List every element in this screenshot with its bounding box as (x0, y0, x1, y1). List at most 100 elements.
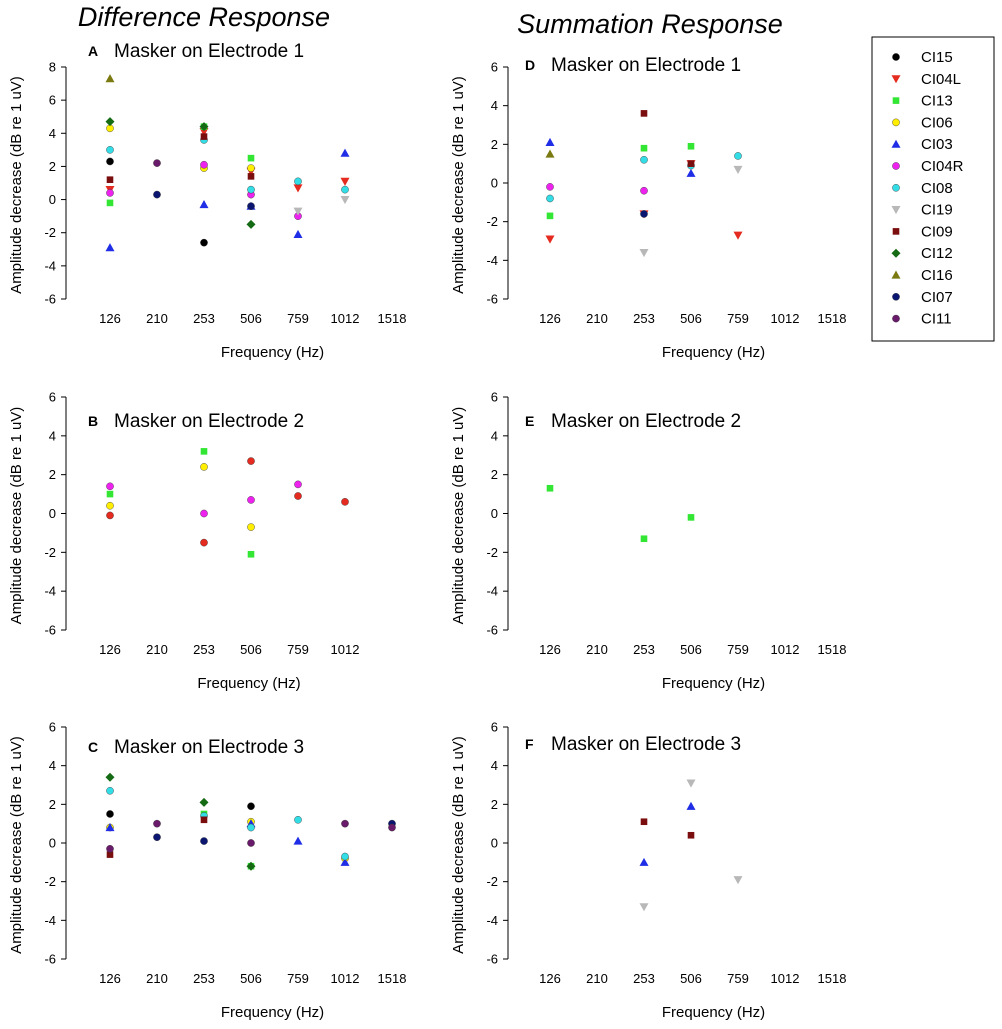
legend-item-ci12: CI12 (891, 245, 953, 262)
point-ci03-126 (545, 137, 555, 146)
legend-box (871, 36, 995, 342)
x-tick-label: 759 (727, 971, 749, 986)
y-tick-label: 6 (491, 720, 498, 735)
x-tick-label: 253 (193, 971, 215, 986)
y-tick-label: 2 (49, 467, 56, 482)
x-tick-label: 1518 (818, 971, 847, 986)
point-ci09-506 (687, 160, 695, 167)
point-ci09-126 (106, 176, 114, 183)
y-tick-label: 0 (491, 506, 498, 521)
x-tick-label: 126 (99, 971, 121, 986)
legend-item-ci04l: CI04L (891, 71, 961, 88)
panel-title: Masker on Electrode 3 (551, 734, 741, 755)
point-ci03-1012 (340, 148, 350, 157)
legend-item-ci09: CI09 (892, 223, 953, 240)
legend-item-ci03: CI03 (891, 136, 953, 153)
legend-item-ci16: CI16 (891, 267, 953, 284)
legend-marker (892, 162, 900, 170)
panel-title: Masker on Electrode 1 (114, 41, 304, 62)
panel-b: -6 -4 -2 0 2 4 6 126 210 253 506 759 1012 Frequency (… (8, 390, 359, 693)
x-tick-label: 759 (287, 311, 309, 326)
legend-label: CI08 (921, 180, 953, 197)
point-ci03-506 (686, 168, 696, 177)
point-ci13-126 (106, 199, 114, 207)
y-tick-label: 6 (49, 720, 56, 735)
y-tick-label: -4 (44, 258, 56, 273)
point-ci19-759 (733, 876, 743, 885)
point-ci04l-506 (247, 457, 255, 465)
point-ci04r-506 (247, 496, 255, 504)
y-tick-label: 0 (49, 192, 56, 207)
y-tick-label: 4 (491, 428, 498, 443)
point-ci12-126 (105, 772, 115, 782)
legend-item-ci04r: CI04R (892, 158, 964, 175)
legend-label: CI04R (921, 158, 964, 175)
x-tick-label: 759 (727, 311, 749, 326)
legend-marker (891, 206, 901, 215)
x-tick-label: 126 (99, 311, 121, 326)
point-ci08-1012 (341, 185, 349, 194)
y-tick-label: -4 (486, 913, 498, 928)
y-tick-label: -4 (486, 253, 498, 268)
point-ci12-506 (246, 861, 256, 871)
x-tick-label: 210 (586, 642, 608, 657)
y-axis-label: Amplitude decrease (dB re 1 uV) (450, 736, 467, 954)
y-tick-label: 0 (49, 506, 56, 521)
x-tick-label: 1518 (818, 311, 847, 326)
legend-label: CI09 (921, 223, 953, 240)
panel-f: -6 -4 -2 0 2 4 6 126 210 253 506 759 1012 1518 Frequen… (450, 720, 846, 1022)
y-axis-label: Amplitude decrease (dB re 1 uV) (450, 76, 467, 294)
x-tick-label: 1518 (818, 642, 847, 657)
y-tick-label: 2 (491, 137, 498, 152)
y-tick-label: 6 (49, 93, 56, 108)
point-ci03-253 (639, 857, 649, 866)
y-tick-label: -2 (44, 545, 56, 560)
y-tick-label: 2 (49, 797, 56, 812)
point-ci03-253 (199, 200, 209, 209)
point-ci06-253 (200, 463, 208, 471)
legend-label: CI13 (921, 93, 953, 110)
legend-marker (892, 292, 900, 301)
x-tick-label: 210 (146, 642, 168, 657)
x-tick-label: 253 (633, 971, 655, 986)
point-ci11-126 (106, 845, 114, 853)
legend-marker (891, 139, 901, 148)
point-ci08-759 (294, 816, 302, 824)
x-tick-label: 506 (240, 971, 262, 986)
point-ci04r-253 (640, 186, 648, 195)
point-ci19-759 (733, 165, 743, 174)
legend-label: CI15 (921, 49, 953, 66)
point-ci04l-126 (106, 511, 114, 520)
legend: CI15 CI04L CI13 CI06 CI03 CI04R CI08 CI19 CI09 CI… (871, 36, 995, 342)
point-ci13-506 (247, 550, 255, 558)
point-ci11-210 (153, 819, 161, 828)
point-ci03-1012 (340, 857, 350, 866)
point-ci15-126 (106, 810, 114, 818)
point-ci03-759 (293, 229, 303, 238)
point-ci16-126 (545, 149, 555, 158)
point-ci08-126 (106, 146, 114, 154)
x-tick-label: 210 (586, 971, 608, 986)
legend-label: CI12 (921, 245, 953, 262)
point-ci04l-253 (199, 128, 209, 137)
chart-panels: -6 -4 -2 0 2 4 6 8 126 210 253 506 759 1012 1518 Freque… (8, 41, 846, 1021)
legend-item-ci11: CI11 (892, 311, 952, 328)
legend-marker (891, 75, 901, 84)
x-tick-label: 1012 (771, 642, 800, 657)
y-tick-label: 0 (491, 176, 498, 191)
y-tick-label: 6 (491, 60, 498, 75)
point-ci13-126 (546, 484, 554, 492)
point-ci19-759 (293, 207, 303, 216)
x-tick-label: 506 (240, 642, 262, 657)
point-ci03-506 (686, 801, 696, 810)
x-tick-label: 759 (727, 642, 749, 657)
y-axis-label: Amplitude decrease (dB re 1 uV) (8, 76, 25, 294)
point-ci11-210 (153, 159, 161, 167)
point-ci19-253 (639, 249, 649, 258)
x-axis-label: Frequency (Hz) (662, 344, 765, 361)
panel-letter: B (88, 413, 98, 429)
x-tick-label: 506 (680, 311, 702, 326)
y-axis-label: Amplitude decrease (dB re 1 uV) (450, 407, 467, 625)
point-ci06-506 (247, 523, 255, 531)
point-ci04r-126 (106, 189, 114, 197)
